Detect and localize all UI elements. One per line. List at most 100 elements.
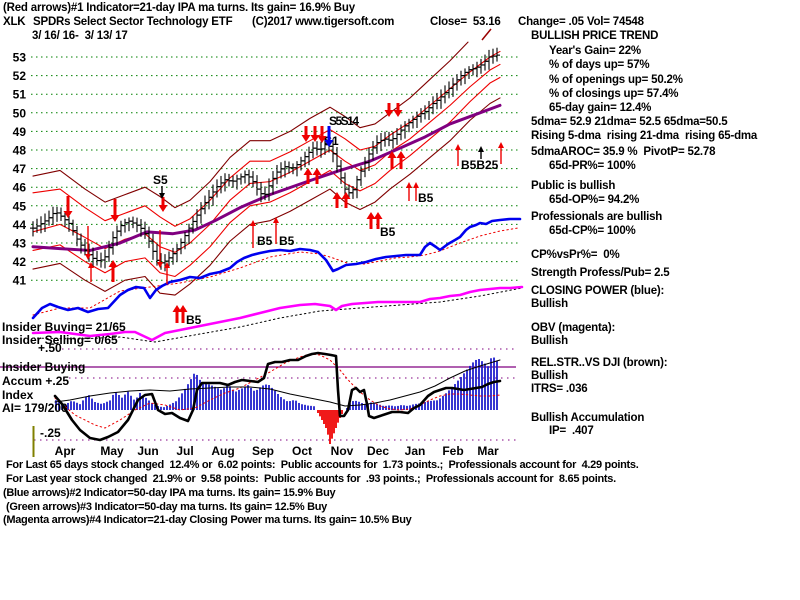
y-axis-label: 50 [13,106,27,120]
y-axis-label: 45 [13,199,27,213]
right-panel-line: 65d-CP%= 100% [549,225,636,237]
y-axis-label: 41 [13,274,27,288]
right-panel-line: Bullish [531,298,568,310]
right-panel-line: ITRS= .036 [531,383,588,395]
up-arrow-head [332,192,342,199]
price-bands [31,41,502,296]
x-axis-month-label: Jul [176,444,193,458]
up-arrow-head [406,182,412,188]
x-axis-month-label: May [100,444,124,458]
right-panel-line: REL.STR..VS DJI (brown): [531,357,668,369]
down-arrow-head [63,211,73,218]
axis-labels: 53 52 51 50 49 48 47 46 45 44 43 42 41 Apr May Jun Jul Au… [13,51,499,459]
signal-label: B5B25 [461,158,499,172]
up-arrow-head [366,212,376,219]
up-arrow-head [455,144,461,150]
signal-label: B5 [257,234,273,248]
up-arrow-head [88,262,94,268]
up-arrow-head [498,142,504,148]
footer-year-summary: For Last year stock changed 21.9% or 9.5… [6,473,616,485]
insider-label: -.25 [40,426,61,440]
x-axis-month-label: Sep [252,444,274,458]
signal-label: S5 [153,173,168,187]
ticker-symbol: XLK [3,16,26,28]
oscillator-reference-lines [0,348,516,441]
right-panel-line: Bullish Accumulation [531,412,645,424]
ai-thin-line [54,359,501,407]
closing-power-line [31,217,522,320]
right-panel-line: % of closings up= 57.4% [549,88,679,100]
down-arrow-head [317,136,327,143]
accumulation-index-lines [53,351,502,442]
down-arrow-head [324,140,334,147]
insider-label: Index [2,388,34,402]
up-arrow-head [250,220,256,226]
upper-inner-band [32,50,501,227]
right-panel-line: CLOSING POWER (blue): [531,285,665,297]
x-axis-month-label: Jun [137,444,158,458]
upper-outer-band [32,41,469,209]
down-arrow-head [157,262,163,268]
right-panel-line: Bullish [531,370,568,382]
down-arrow-head [159,193,165,199]
y-axis-label: 51 [13,88,27,102]
right-panel-line: CP%vsPr%= 0% [531,249,620,261]
insider-label: AI= 179/200 [2,401,68,415]
y-axis-label: 47 [13,162,27,176]
up-arrow-head [387,151,397,158]
y-axis-label: 53 [13,51,27,65]
x-axis-month-label: Feb [442,444,463,458]
insider-label: Insider Buying= 21/65 [2,320,126,334]
right-panel-line: 65d-OP%= 94.2% [549,194,640,206]
down-arrow-head [301,135,311,142]
down-arrow-head [85,254,91,260]
insider-label: Accum +.25 [2,374,69,388]
y-axis-label: 43 [13,237,27,251]
up-arrow-head [312,168,322,175]
x-axis-month-label: Aug [211,444,234,458]
y-axis-label: 44 [13,218,27,232]
indicator3-legend: (Green arrows)#3 Indicator=50-day ma tur… [6,501,327,513]
up-arrow-head [108,260,118,267]
right-panel-line: Rising 5-dma rising 21-dma rising 65-dma [531,130,758,142]
right-panel-line: Year's Gain= 22% [549,45,641,57]
signal-annotations: S5S5S14S1B5B25B5B5B5B5B5 [63,28,504,327]
down-arrow-head [110,215,120,222]
signal-label: B5 [186,313,202,327]
indicator2-legend: (Blue arrows)#2 Indicator=50-day IPA ma … [3,487,336,499]
right-panel-line: 5dmaAROC= 35.9 % PivotP= 52.78 [531,146,716,158]
up-arrow-head [178,305,188,312]
x-axis-month-label: Jan [405,444,426,458]
y-axis-label: 52 [13,69,27,83]
y-axis-label: 46 [13,181,27,195]
up-arrow-head [413,182,419,188]
up-arrow-head [478,146,484,152]
ai-ma-dotted [54,353,501,429]
security-name: SPDRs Select Sector Technology ETF [33,16,233,28]
down-arrow-head [310,135,320,142]
right-panel-line: % of openings up= 50.2% [549,74,683,86]
up-arrow-head [373,212,383,219]
lower-outer-band [32,97,501,296]
down-arrow-head [393,110,403,117]
up-arrow-head [273,217,279,223]
closing-power-lines [31,217,522,320]
change-volume: Change= .05 Vol= 74548 [518,16,644,28]
obv-lines [31,285,524,343]
right-panel-line: Bullish [531,335,568,347]
insider-label: +.50 [38,341,62,355]
footer-65day-summary: For Last 65 days stock changed 12.4% or … [6,459,639,471]
right-panel-line: 5dma= 52.9 21dma= 52.5 65dma=50.5 [531,116,728,128]
right-panel-line: % of days up= 57% [549,59,650,71]
right-panel-line: Professionals are bullish [531,211,663,223]
y-axis-label: 49 [13,125,27,139]
close-value: Close= 53.16 [430,16,501,28]
y-axis-label: 42 [13,255,27,269]
up-arrow-head [172,305,182,312]
right-panel-line: OBV (magenta): [531,322,616,334]
close-change-tick [481,28,492,41]
insider-label: Insider Buying [2,360,85,374]
